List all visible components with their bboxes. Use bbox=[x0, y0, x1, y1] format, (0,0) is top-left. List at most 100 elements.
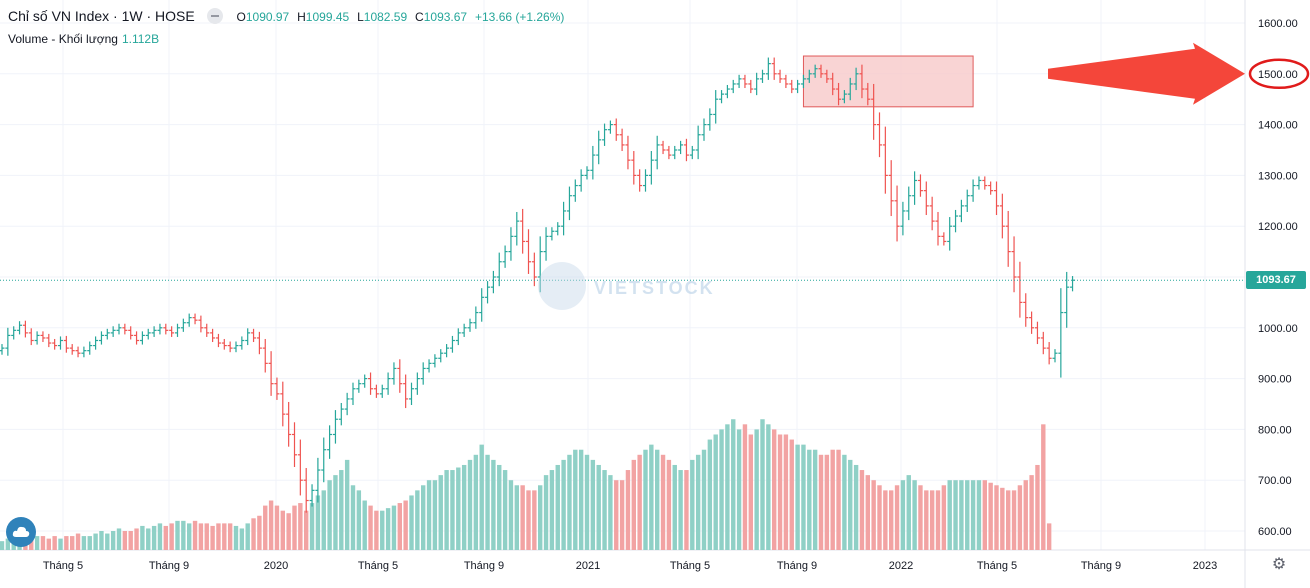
volume-bar[interactable] bbox=[584, 454, 590, 550]
volume-bar[interactable] bbox=[812, 449, 818, 550]
volume-bar[interactable] bbox=[105, 533, 110, 550]
volume-bar[interactable] bbox=[678, 470, 683, 550]
volume-bar[interactable] bbox=[549, 470, 555, 550]
volume-bar[interactable] bbox=[391, 505, 397, 550]
volume-bar[interactable] bbox=[625, 470, 631, 550]
volume-bar[interactable] bbox=[848, 459, 853, 550]
volume-bar[interactable] bbox=[994, 485, 999, 550]
volume-bar[interactable] bbox=[122, 531, 128, 550]
volume-bar[interactable] bbox=[227, 523, 233, 550]
volume-bar[interactable] bbox=[292, 505, 297, 550]
volume-bar[interactable] bbox=[912, 480, 917, 550]
volume-bar[interactable] bbox=[52, 536, 57, 550]
volume-bar[interactable] bbox=[380, 510, 385, 550]
volume-bar[interactable] bbox=[444, 470, 449, 550]
volume-bar[interactable] bbox=[853, 464, 859, 550]
volume-bar[interactable] bbox=[204, 523, 209, 550]
volume-bar[interactable] bbox=[99, 531, 104, 550]
volume-bar[interactable] bbox=[760, 419, 765, 550]
volume-bar[interactable] bbox=[1017, 485, 1023, 550]
volume-bar[interactable] bbox=[643, 449, 648, 550]
volume-bar[interactable] bbox=[146, 528, 151, 550]
volume-bar[interactable] bbox=[578, 449, 584, 550]
volume-bar[interactable] bbox=[397, 503, 402, 550]
volume-bar[interactable] bbox=[719, 429, 724, 550]
volume-bar[interactable] bbox=[514, 485, 519, 550]
volume-bar[interactable] bbox=[871, 480, 876, 550]
volume-bar[interactable] bbox=[485, 454, 490, 550]
volume-bar[interactable] bbox=[602, 470, 607, 550]
volume-bar[interactable] bbox=[889, 490, 894, 550]
volume-bar[interactable] bbox=[385, 508, 391, 550]
volume-legend[interactable]: Volume - Khối lượng 1.112B bbox=[8, 32, 159, 46]
volume-bar[interactable] bbox=[432, 480, 438, 550]
volume-bar[interactable] bbox=[707, 439, 713, 550]
volume-bar[interactable] bbox=[1029, 475, 1034, 550]
volume-bar[interactable] bbox=[672, 464, 677, 550]
volume-bar[interactable] bbox=[777, 434, 783, 550]
volume-bar[interactable] bbox=[859, 470, 865, 550]
volume-bar[interactable] bbox=[906, 475, 911, 550]
volume-bar[interactable] bbox=[543, 475, 549, 550]
volume-bar[interactable] bbox=[34, 536, 40, 550]
volume-bar[interactable] bbox=[935, 490, 941, 550]
volume-bar[interactable] bbox=[304, 510, 309, 550]
volume-bar[interactable] bbox=[251, 518, 256, 550]
volume-bar[interactable] bbox=[713, 434, 718, 550]
volume-bar[interactable] bbox=[157, 523, 163, 550]
volume-bar[interactable] bbox=[959, 480, 964, 550]
volume-bar[interactable] bbox=[795, 444, 800, 550]
volume-bar[interactable] bbox=[415, 490, 420, 550]
volume-bar[interactable] bbox=[865, 475, 870, 550]
volume-bar[interactable] bbox=[491, 459, 496, 550]
volume-bar[interactable] bbox=[93, 533, 98, 550]
volume-bar[interactable] bbox=[701, 449, 707, 550]
volume-bar[interactable] bbox=[309, 503, 315, 550]
volume-bar[interactable] bbox=[1046, 523, 1052, 550]
volume-bar[interactable] bbox=[233, 525, 239, 550]
volume-bar[interactable] bbox=[772, 429, 777, 550]
volume-bar[interactable] bbox=[520, 485, 525, 550]
volume-bar[interactable] bbox=[976, 480, 982, 550]
volume-bar[interactable] bbox=[46, 538, 51, 550]
volume-bar[interactable] bbox=[128, 531, 133, 550]
volume-bar[interactable] bbox=[87, 536, 92, 550]
volume-bar[interactable] bbox=[953, 480, 958, 550]
volume-bar[interactable] bbox=[766, 424, 771, 550]
volume-bar[interactable] bbox=[596, 464, 601, 550]
volume-bar[interactable] bbox=[684, 470, 689, 550]
volume-bar[interactable] bbox=[660, 454, 666, 550]
volume-bar[interactable] bbox=[70, 536, 75, 550]
volume-bar[interactable] bbox=[807, 449, 812, 550]
gear-icon[interactable]: ⚙ bbox=[1271, 556, 1287, 573]
volume-bar[interactable] bbox=[438, 475, 443, 550]
volume-bar[interactable] bbox=[81, 536, 87, 550]
volume-bar[interactable] bbox=[988, 482, 993, 550]
volume-bar[interactable] bbox=[286, 513, 291, 550]
volume-bar[interactable] bbox=[350, 485, 356, 550]
volume-bar[interactable] bbox=[298, 503, 303, 550]
volume-bar[interactable] bbox=[40, 536, 46, 550]
volume-bar[interactable] bbox=[1011, 490, 1017, 550]
volume-bar[interactable] bbox=[268, 500, 274, 550]
volume-bar[interactable] bbox=[245, 523, 250, 550]
volume-bar[interactable] bbox=[1000, 487, 1005, 550]
volume-bar[interactable] bbox=[421, 485, 426, 550]
volume-bar[interactable] bbox=[333, 475, 338, 550]
volume-bar[interactable] bbox=[526, 490, 531, 550]
volume-bar[interactable] bbox=[467, 459, 473, 550]
volume-bar[interactable] bbox=[836, 449, 841, 550]
volume-bar[interactable] bbox=[789, 439, 794, 550]
volume-bar[interactable] bbox=[818, 454, 824, 550]
volume-bar[interactable] bbox=[175, 520, 180, 550]
volume-bar[interactable] bbox=[29, 538, 34, 550]
volume-bar[interactable] bbox=[263, 505, 268, 550]
volume-bar[interactable] bbox=[344, 459, 350, 550]
volume-bar[interactable] bbox=[801, 444, 806, 550]
volume-bar[interactable] bbox=[918, 485, 923, 550]
logo-badge[interactable] bbox=[6, 517, 36, 547]
volume-bar[interactable] bbox=[362, 500, 367, 550]
volume-bar[interactable] bbox=[140, 525, 145, 550]
